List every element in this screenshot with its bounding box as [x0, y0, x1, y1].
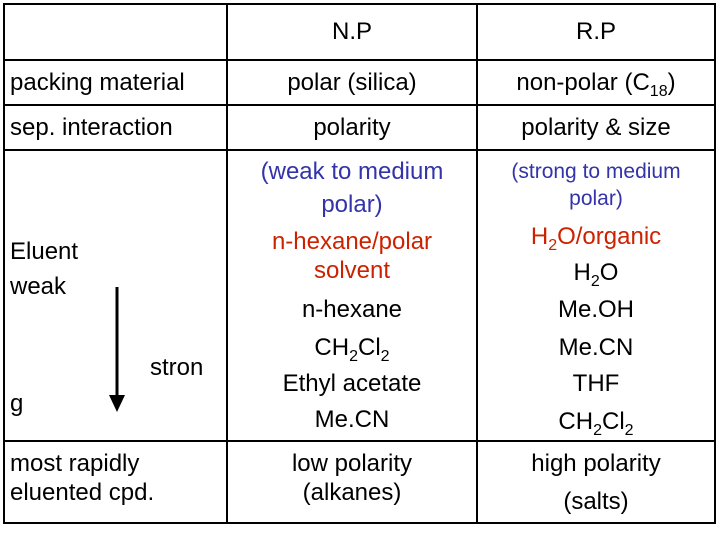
eluted-rp-line1: high polarity: [531, 450, 661, 477]
eluted-label-line1: most rapidly: [10, 450, 140, 477]
arrow-down-icon: [109, 287, 125, 412]
interaction-np: polarity: [313, 114, 391, 141]
eluent-label-line2: weak: [10, 273, 67, 300]
rp-item-mecn: Me.CN: [558, 334, 634, 361]
rp-item-meoh: Me.OH: [557, 296, 634, 323]
np-item-ethyl-acetate: Ethyl acetate: [282, 370, 422, 397]
rp-item-ch2cl2: CH2Cl2: [558, 408, 634, 439]
np-item-mecn: Me.CN: [314, 406, 390, 433]
np-desc-line1: (weak to medium: [260, 158, 444, 185]
eluted-label-line2: eluented cpd.: [10, 479, 155, 506]
rp-item-thf: THF: [572, 370, 620, 397]
np-solvent-line2: solvent: [313, 257, 391, 284]
eluent-label-line1: Eluent: [10, 238, 79, 265]
packing-np: polar (silica): [287, 69, 417, 96]
eluted-rp-line2: (salts): [563, 488, 629, 515]
np-desc-line2: polar): [321, 191, 383, 218]
rp-desc-line1: (strong to medium: [511, 160, 681, 183]
eluent-stron: stron: [150, 354, 204, 381]
header-np: N.P: [331, 18, 372, 45]
eluted-np-line1: low polarity: [291, 450, 413, 477]
rp-item-h2o: H2O: [573, 259, 619, 290]
packing-label: packing material: [10, 69, 185, 96]
rp-solvent: H2O/organic: [530, 223, 662, 254]
np-item-ch2cl2: CH2Cl2: [314, 334, 390, 365]
interaction-rp: polarity & size: [521, 114, 671, 141]
np-item-hexane: n-hexane: [301, 296, 403, 323]
header-rp: R.P: [575, 18, 616, 45]
np-solvent-line1: n-hexane/polar: [271, 228, 433, 255]
interaction-label: sep. interaction: [10, 114, 173, 141]
eluent-g: g: [10, 390, 24, 417]
packing-rp: non-polar (C18): [516, 69, 676, 100]
eluted-np-line2: (alkanes): [302, 479, 402, 506]
rp-desc-line2: polar): [569, 187, 623, 210]
